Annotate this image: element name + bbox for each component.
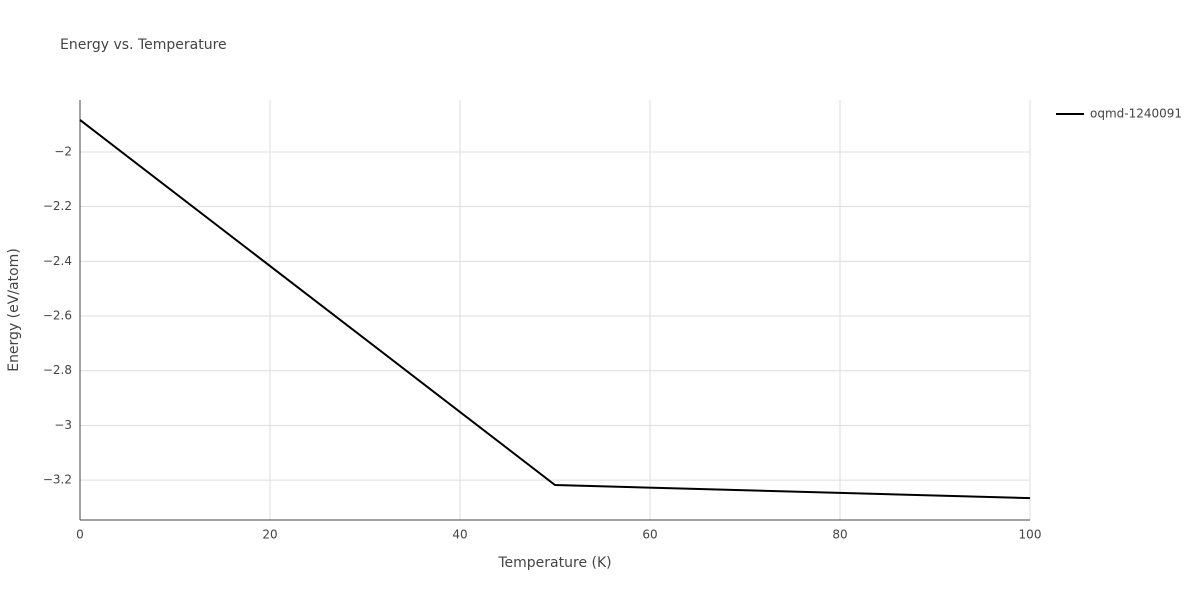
x-tick-label: 40 (452, 528, 467, 542)
x-tick-label: 100 (1019, 528, 1042, 542)
x-tick-label: 60 (642, 528, 657, 542)
data-line (79, 119, 1031, 500)
y-axis-title: Energy (eV/atom) (6, 248, 22, 372)
chart-title: Energy vs. Temperature (60, 37, 227, 53)
y-tick-label: −3.2 (43, 473, 72, 487)
y-tick-label: −3 (54, 418, 72, 432)
x-tick-label: 0 (76, 528, 84, 542)
y-tick-label: −2 (54, 144, 72, 158)
x-tick-label: 20 (262, 528, 277, 542)
x-axis-title: Temperature (K) (497, 555, 611, 571)
y-tick-label: −2.4 (43, 254, 72, 268)
x-tick-label: 80 (832, 528, 847, 542)
y-tick-label: −2.6 (43, 309, 72, 323)
y-tick-label: −2.2 (43, 199, 72, 213)
y-tick-label: −2.8 (43, 363, 72, 377)
legend-label: oqmd-1240091 (1090, 107, 1182, 121)
